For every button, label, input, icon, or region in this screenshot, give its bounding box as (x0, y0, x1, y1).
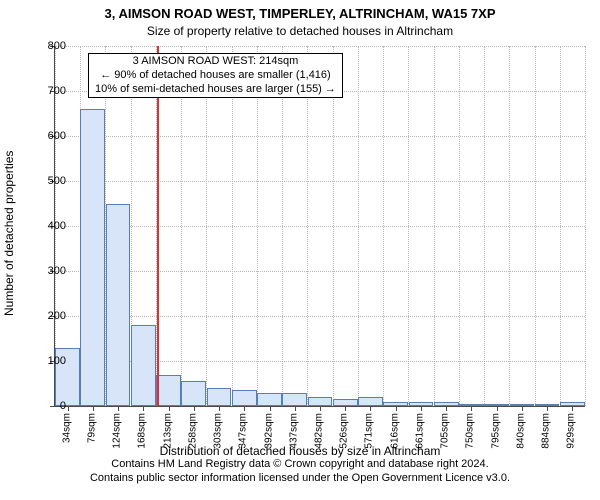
xtick-mark (118, 406, 119, 411)
xtick-mark (143, 406, 144, 411)
xtick-label: 571sqm (364, 413, 375, 449)
gridline-h (55, 271, 585, 272)
gridline-v (206, 46, 207, 406)
gridline-v (585, 46, 586, 406)
xtick-label: 34sqm (61, 413, 72, 443)
info-box-line: 10% of semi-detached houses are larger (… (95, 83, 336, 97)
xtick-label: 929sqm (566, 413, 577, 449)
ytick-label: 100 (26, 355, 66, 367)
xtick-label: 437sqm (288, 413, 299, 449)
gridline-h (55, 316, 585, 317)
xtick-mark (219, 406, 220, 411)
xtick-mark (244, 406, 245, 411)
xtick-mark (68, 406, 69, 411)
ytick-label: 800 (26, 40, 66, 52)
gridline-v (383, 46, 384, 406)
gridline-v (282, 46, 283, 406)
xtick-mark (421, 406, 422, 411)
xtick-mark (93, 406, 94, 411)
histogram-bar (181, 381, 206, 406)
ytick-label: 300 (26, 265, 66, 277)
gridline-v (232, 46, 233, 406)
xtick-label: 347sqm (238, 413, 249, 449)
histogram-bar (207, 388, 232, 406)
xtick-mark (270, 406, 271, 411)
gridline-v (434, 46, 435, 406)
xtick-label: 168sqm (137, 413, 148, 449)
footer-line-2: Contains public sector information licen… (0, 472, 600, 486)
gridline-v (307, 46, 308, 406)
xtick-label: 705sqm (440, 413, 451, 449)
xtick-mark (345, 406, 346, 411)
ytick-label: 600 (26, 130, 66, 142)
gridline-h (55, 181, 585, 182)
xtick-label: 79sqm (86, 413, 97, 443)
histogram-bar (257, 393, 282, 407)
gridline-v (560, 46, 561, 406)
plot-area (54, 46, 585, 407)
xtick-mark (396, 406, 397, 411)
xtick-label: 616sqm (389, 413, 400, 449)
histogram-bar (156, 375, 181, 407)
ytick-label: 400 (26, 220, 66, 232)
xtick-mark (370, 406, 371, 411)
xtick-mark (194, 406, 195, 411)
xtick-label: 795sqm (490, 413, 501, 449)
gridline-h (55, 226, 585, 227)
footer-line-1: Contains HM Land Registry data © Crown c… (0, 458, 600, 472)
histogram-bar (358, 397, 383, 406)
xtick-mark (169, 406, 170, 411)
info-box: 3 AIMSON ROAD WEST: 214sqm← 90% of detac… (88, 53, 343, 98)
gridline-v (484, 46, 485, 406)
ytick-label: 500 (26, 175, 66, 187)
xtick-label: 303sqm (213, 413, 224, 449)
xtick-label: 258sqm (187, 413, 198, 449)
y-axis-label: Number of detached properties (2, 151, 16, 316)
xtick-label: 124sqm (112, 413, 123, 449)
histogram-bar (232, 390, 257, 406)
histogram-bar (106, 204, 131, 407)
footer-attribution: Contains HM Land Registry data © Crown c… (0, 458, 600, 486)
xtick-mark (497, 406, 498, 411)
xtick-mark (295, 406, 296, 411)
xtick-label: 526sqm (339, 413, 350, 449)
xtick-mark (547, 406, 548, 411)
xtick-label: 750sqm (465, 413, 476, 449)
xtick-mark (320, 406, 321, 411)
xtick-mark (572, 406, 573, 411)
histogram-bar (333, 399, 358, 406)
ytick-label: 200 (26, 310, 66, 322)
xtick-label: 392sqm (263, 413, 274, 449)
ytick-label: 0 (26, 400, 66, 412)
xtick-label: 482sqm (314, 413, 325, 449)
gridline-v (535, 46, 536, 406)
xtick-mark (471, 406, 472, 411)
xtick-label: 213sqm (162, 413, 173, 449)
x-axis-title: Distribution of detached houses by size … (0, 444, 600, 458)
info-box-line: ← 90% of detached houses are smaller (1,… (95, 69, 336, 83)
histogram-bar (131, 325, 156, 406)
xtick-label: 884sqm (541, 413, 552, 449)
xtick-label: 840sqm (515, 413, 526, 449)
histogram-bar (282, 393, 307, 407)
reference-line (157, 46, 159, 406)
gridline-v (181, 46, 182, 406)
gridline-h (55, 46, 585, 47)
gridline-h (55, 136, 585, 137)
gridline-v (408, 46, 409, 406)
gridline-v (333, 46, 334, 406)
ytick-label: 700 (26, 85, 66, 97)
histogram-bar (308, 397, 333, 406)
histogram-bar (80, 109, 105, 406)
xtick-mark (522, 406, 523, 411)
gridline-v (459, 46, 460, 406)
info-box-line: 3 AIMSON ROAD WEST: 214sqm (95, 55, 336, 69)
chart-subtitle: Size of property relative to detached ho… (0, 24, 600, 38)
gridline-v (257, 46, 258, 406)
gridline-v (509, 46, 510, 406)
xtick-label: 661sqm (414, 413, 425, 449)
chart-title: 3, AIMSON ROAD WEST, TIMPERLEY, ALTRINCH… (0, 6, 600, 21)
gridline-v (358, 46, 359, 406)
xtick-mark (446, 406, 447, 411)
